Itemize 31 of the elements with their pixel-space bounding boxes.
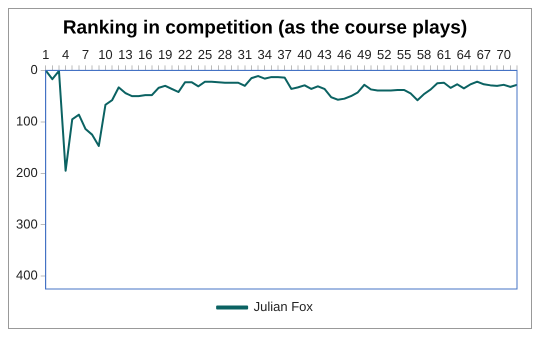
y-tick-label: 100 xyxy=(16,113,38,128)
y-tick-label: 300 xyxy=(16,216,38,232)
x-tick-label: 37 xyxy=(277,47,292,62)
chart-title: Ranking in competition (as the course plays) xyxy=(62,18,468,39)
x-tick-label: 19 xyxy=(158,47,172,62)
x-tick-label: 1 xyxy=(42,47,50,62)
x-tick-label: 46 xyxy=(337,47,352,62)
x-tick-label: 16 xyxy=(138,47,152,62)
x-tick-label: 55 xyxy=(396,47,412,62)
x-tick-label: 40 xyxy=(297,47,312,62)
x-tick-label: 61 xyxy=(436,47,452,62)
x-tick-label: 7 xyxy=(82,47,90,62)
x-tick-label: 22 xyxy=(178,47,192,62)
y-tick-label: 0 xyxy=(30,62,38,77)
y-tick-label: 200 xyxy=(16,164,38,180)
x-tick-label: 58 xyxy=(416,47,432,62)
x-tick-label: 67 xyxy=(476,47,492,62)
x-tick-label: 31 xyxy=(238,47,252,62)
x-tick-label: 52 xyxy=(377,47,392,62)
x-tick-label: 4 xyxy=(62,47,70,62)
x-tick-label: 64 xyxy=(456,47,472,62)
x-tick-label: 70 xyxy=(496,47,511,62)
y-tick-label: 400 xyxy=(16,268,38,283)
x-tick-label: 34 xyxy=(258,47,272,62)
x-tick-label: 43 xyxy=(317,47,332,62)
x-tick-label: 49 xyxy=(357,47,372,62)
x-tick-label: 28 xyxy=(218,47,232,62)
x-tick-label: 10 xyxy=(98,47,113,62)
x-tick-label: 13 xyxy=(118,47,133,62)
x-tick-label: 25 xyxy=(198,47,212,62)
legend-label: Julian Fox xyxy=(254,299,314,314)
